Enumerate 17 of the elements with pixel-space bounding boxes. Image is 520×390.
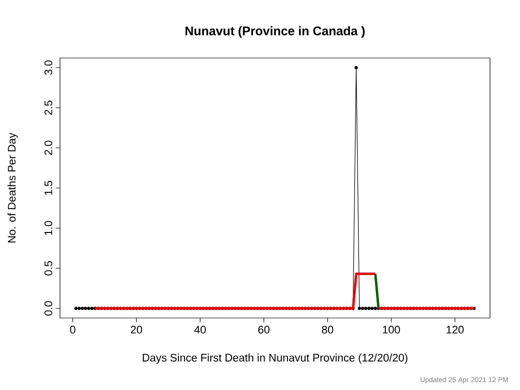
x-tick-label: 60 [258, 326, 270, 334]
x-tick-label: 100 [382, 326, 400, 334]
x-axis-title: Days Since First Death in Nunavut Province (12/20/20) [142, 354, 408, 364]
y-tick-label: 1.0 [44, 220, 52, 235]
y-tick-label: 0.5 [44, 261, 52, 276]
x-tick-label: 120 [446, 326, 464, 334]
y-axis-title: No. of Deaths Per Day [8, 132, 18, 242]
x-tick-label: 0 [70, 326, 76, 334]
x-tick-label: 80 [322, 326, 334, 334]
y-tick-label: 2.5 [44, 100, 52, 115]
chart-title: Nunavut (Province in Canada ) [186, 26, 365, 38]
y-tick-label: 0.0 [44, 301, 52, 316]
y-tick-label: 3.0 [44, 60, 52, 75]
x-tick-label: 20 [130, 326, 142, 334]
y-tick-label: 2.0 [44, 140, 52, 155]
x-tick-label: 40 [194, 326, 206, 334]
y-tick-label: 1.5 [44, 180, 52, 195]
